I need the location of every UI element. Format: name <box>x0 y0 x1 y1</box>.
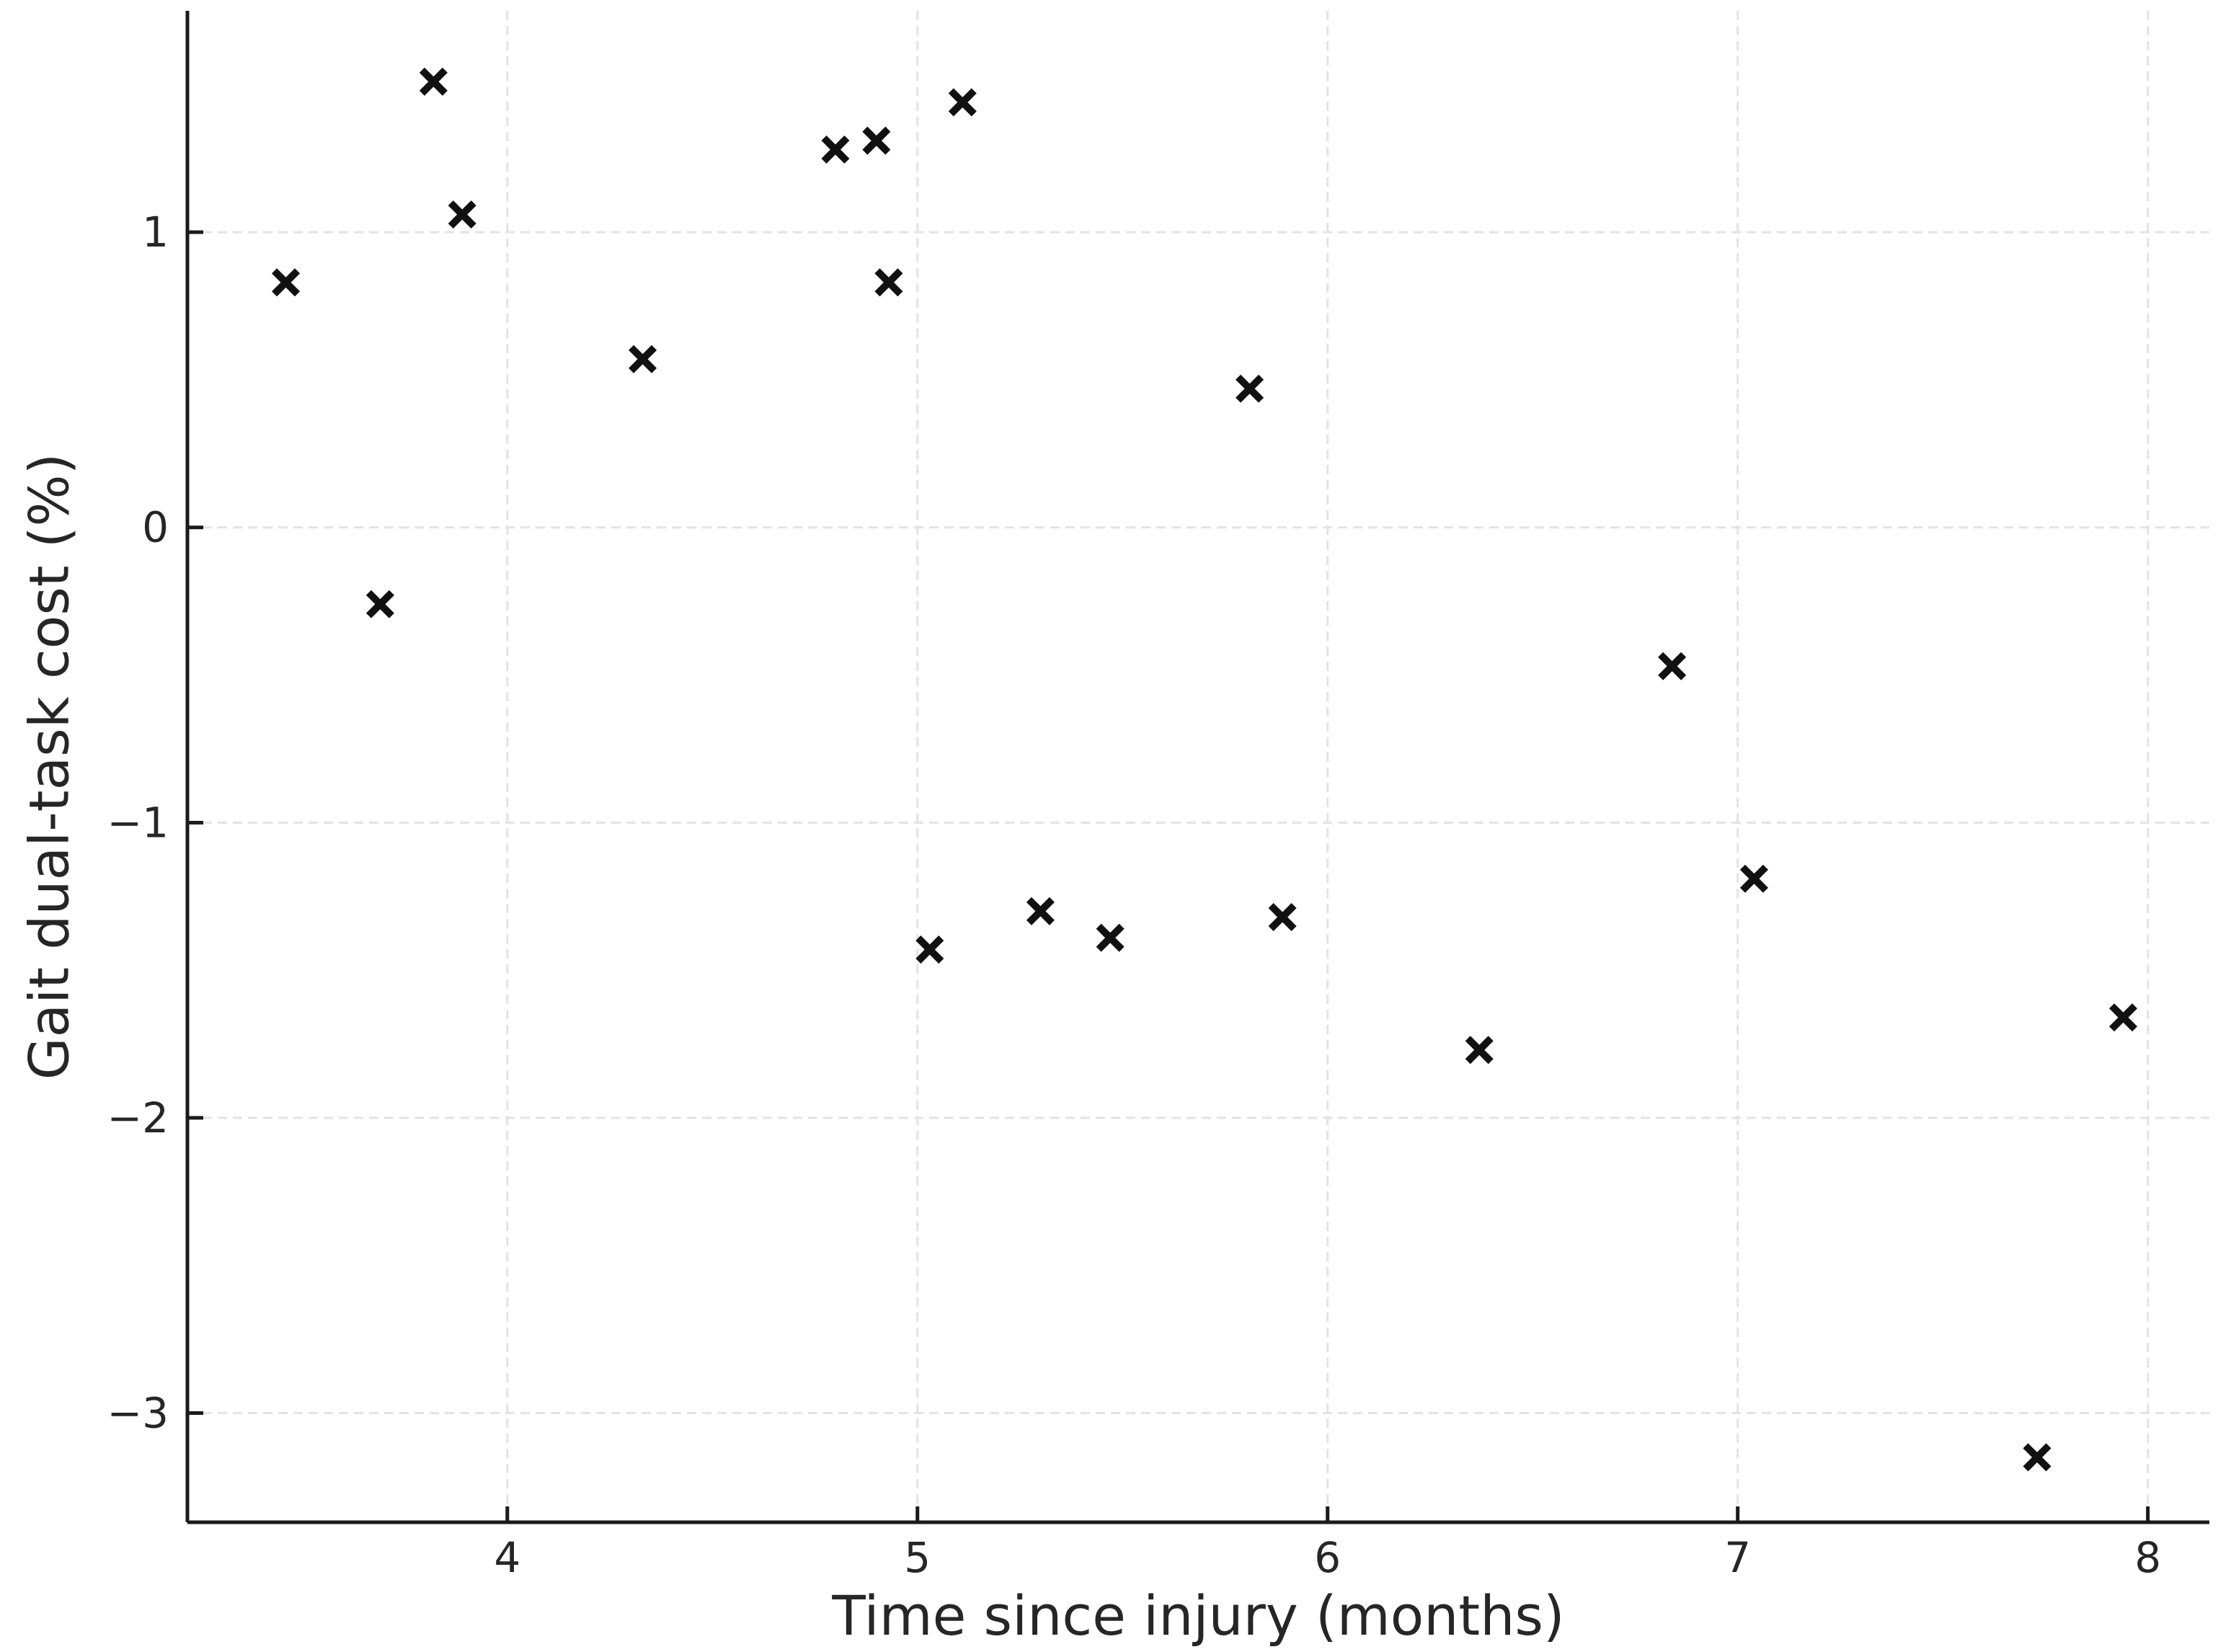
x-tick-label: 7 <box>1724 1533 1751 1582</box>
y-tick-label: 1 <box>142 208 169 257</box>
x-tick-label: 4 <box>494 1533 520 1582</box>
x-tick-label: 6 <box>1314 1533 1341 1582</box>
data-point-marker <box>915 935 944 964</box>
data-point-marker <box>862 126 891 155</box>
y-tick-label: −3 <box>107 1388 169 1437</box>
data-point-marker <box>1268 902 1297 931</box>
data-point-marker <box>629 345 657 373</box>
data-point-marker <box>1026 897 1055 925</box>
data-point-marker <box>1465 1036 1494 1065</box>
data-point-marker <box>272 268 301 297</box>
data-point-marker <box>1236 374 1264 403</box>
x-tick-label: 8 <box>2134 1533 2161 1582</box>
y-tick-label: −1 <box>107 798 169 847</box>
data-point-marker <box>874 268 903 297</box>
data-point-marker <box>948 88 977 117</box>
x-axis-label: Time since injury (months) <box>831 1584 1564 1648</box>
x-tick-label: 5 <box>904 1533 931 1582</box>
data-point-marker <box>2108 1003 2138 1032</box>
y-tick-label: 0 <box>142 503 169 552</box>
data-point-marker <box>821 135 850 164</box>
data-point-marker <box>2023 1443 2051 1472</box>
y-axis-label: Gait dual-task cost (%) <box>17 453 81 1080</box>
data-point-marker <box>448 200 476 229</box>
data-point-marker <box>1658 652 1687 680</box>
data-point-marker <box>1096 923 1124 952</box>
data-point-marker <box>1739 864 1768 893</box>
data-point-marker <box>365 590 394 618</box>
y-tick-label: −2 <box>107 1093 169 1142</box>
data-point-marker <box>419 67 448 96</box>
